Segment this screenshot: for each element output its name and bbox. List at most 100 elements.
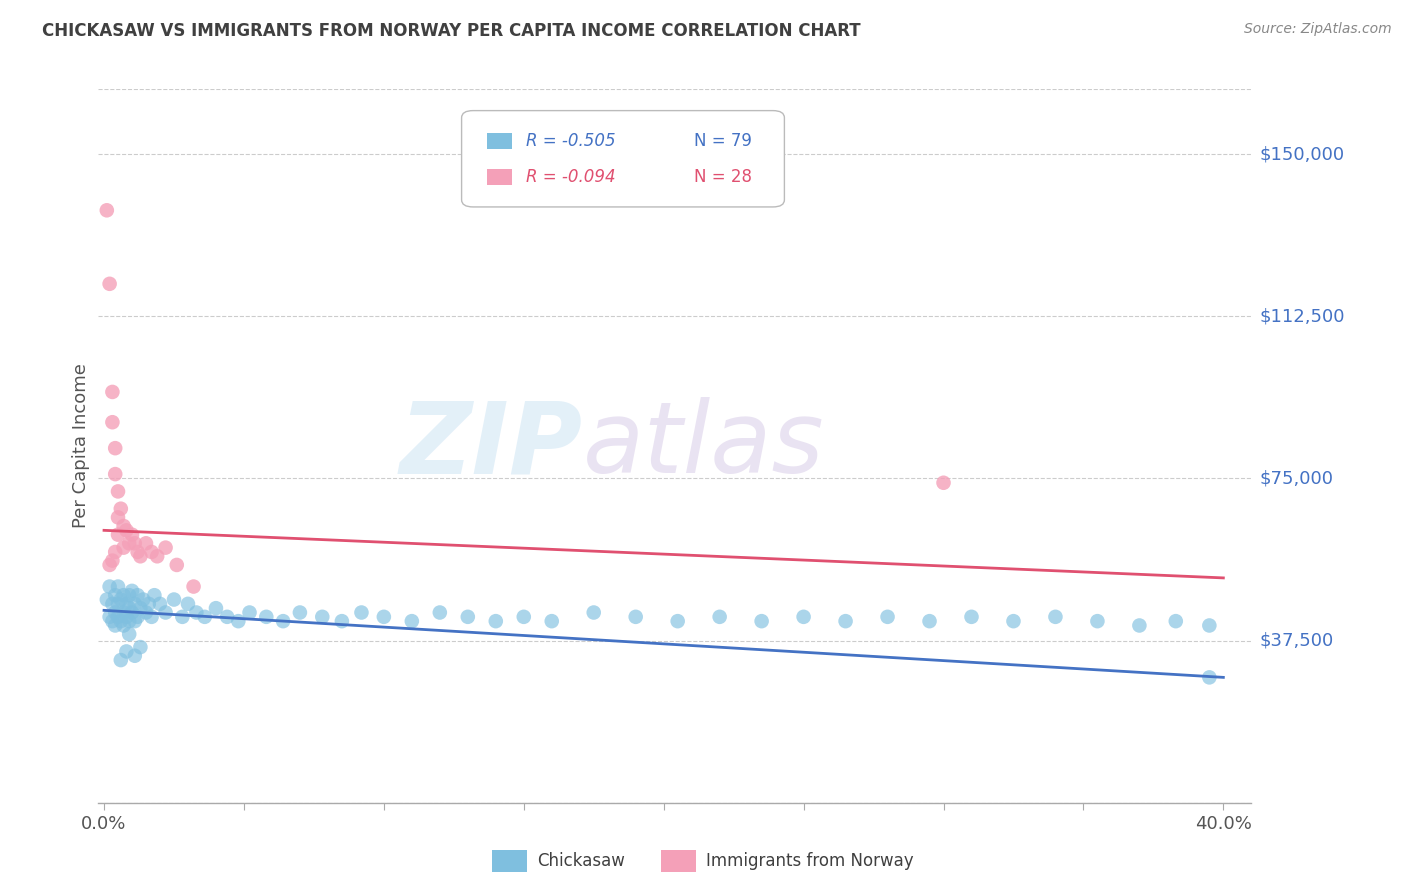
Point xyxy=(155,541,177,555)
Text: Chickasaw: Chickasaw xyxy=(537,852,624,870)
Point xyxy=(118,536,141,550)
Point xyxy=(1087,614,1109,628)
Point xyxy=(124,597,146,611)
Point xyxy=(138,597,160,611)
Point xyxy=(112,588,135,602)
Point xyxy=(118,601,141,615)
Point xyxy=(110,501,132,516)
Point xyxy=(101,597,124,611)
Point xyxy=(918,614,941,628)
Point xyxy=(118,614,141,628)
Point xyxy=(110,592,132,607)
Point xyxy=(124,614,146,628)
Text: $150,000: $150,000 xyxy=(1260,145,1344,163)
Point xyxy=(129,640,152,654)
Point xyxy=(1045,610,1067,624)
Point xyxy=(135,536,157,550)
Text: Immigrants from Norway: Immigrants from Norway xyxy=(706,852,914,870)
Point xyxy=(485,614,508,628)
Point xyxy=(112,618,135,632)
Point xyxy=(115,524,138,538)
Point xyxy=(98,580,121,594)
Point xyxy=(129,549,152,564)
Point xyxy=(101,553,124,567)
Point xyxy=(110,614,132,628)
Point xyxy=(311,610,333,624)
Point xyxy=(104,618,127,632)
Point xyxy=(172,610,194,624)
Point xyxy=(141,545,163,559)
Point xyxy=(960,610,983,624)
Text: atlas: atlas xyxy=(582,398,824,494)
Point xyxy=(457,610,479,624)
Point xyxy=(112,519,135,533)
Point xyxy=(115,644,138,658)
Point xyxy=(107,510,129,524)
Point xyxy=(101,384,124,399)
Point xyxy=(1002,614,1025,628)
Text: N = 28: N = 28 xyxy=(695,168,752,186)
Point xyxy=(127,610,149,624)
Point xyxy=(129,601,152,615)
Point xyxy=(582,606,605,620)
Point xyxy=(186,606,208,620)
Point xyxy=(540,614,562,628)
Text: $112,500: $112,500 xyxy=(1260,307,1346,326)
Point xyxy=(143,588,166,602)
Point xyxy=(1128,618,1150,632)
Point xyxy=(876,610,898,624)
Point xyxy=(834,614,856,628)
Point xyxy=(141,610,163,624)
Point xyxy=(107,610,129,624)
Point xyxy=(228,614,250,628)
Point xyxy=(330,614,353,628)
Text: $75,000: $75,000 xyxy=(1260,469,1334,487)
Bar xyxy=(486,169,512,185)
Point xyxy=(149,597,172,611)
Point xyxy=(183,580,205,594)
Point xyxy=(163,592,186,607)
Point xyxy=(1164,614,1187,628)
Point xyxy=(205,601,228,615)
Point xyxy=(104,588,127,602)
Point xyxy=(624,610,647,624)
Point xyxy=(793,610,815,624)
Point xyxy=(115,597,138,611)
Point xyxy=(254,610,277,624)
Point xyxy=(124,648,146,663)
Point xyxy=(288,606,311,620)
Point xyxy=(121,583,143,598)
Point xyxy=(101,614,124,628)
Point xyxy=(107,527,129,541)
Point xyxy=(666,614,689,628)
Point xyxy=(107,484,129,499)
Y-axis label: Per Capita Income: Per Capita Income xyxy=(72,364,90,528)
Point xyxy=(104,467,127,482)
Point xyxy=(98,610,121,624)
Point xyxy=(110,653,132,667)
Point xyxy=(98,277,121,291)
Text: R = -0.505: R = -0.505 xyxy=(526,132,616,150)
Text: N = 79: N = 79 xyxy=(695,132,752,150)
Point xyxy=(155,606,177,620)
Text: CHICKASAW VS IMMIGRANTS FROM NORWAY PER CAPITA INCOME CORRELATION CHART: CHICKASAW VS IMMIGRANTS FROM NORWAY PER … xyxy=(42,22,860,40)
Point xyxy=(350,606,373,620)
Point xyxy=(1198,670,1220,684)
Text: ZIP: ZIP xyxy=(399,398,582,494)
Text: $37,500: $37,500 xyxy=(1260,632,1334,649)
Point xyxy=(127,588,149,602)
Point xyxy=(513,610,536,624)
FancyBboxPatch shape xyxy=(461,111,785,207)
Point xyxy=(115,610,138,624)
Point xyxy=(166,558,188,572)
Point xyxy=(124,536,146,550)
Point xyxy=(932,475,955,490)
Text: R = -0.094: R = -0.094 xyxy=(526,168,616,186)
Point xyxy=(429,606,451,620)
Point xyxy=(107,597,129,611)
Point xyxy=(107,580,129,594)
Point xyxy=(177,597,200,611)
Point xyxy=(112,606,135,620)
Point xyxy=(1198,618,1220,632)
Point xyxy=(118,627,141,641)
